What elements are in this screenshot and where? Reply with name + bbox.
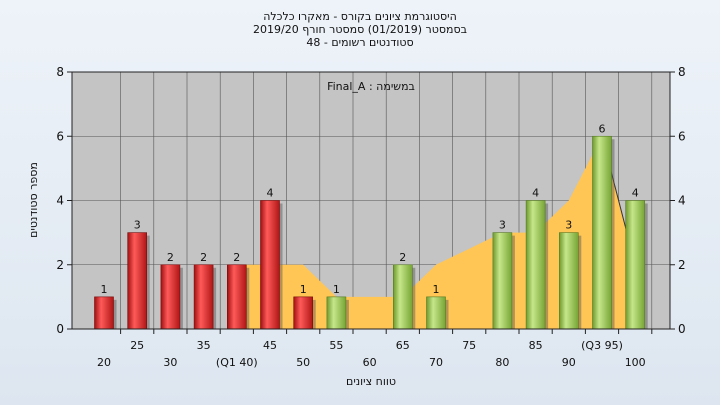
x-tick-label: 80 <box>495 356 509 369</box>
x-tick-label: 45 <box>263 339 277 352</box>
bar-value-label: 3 <box>565 219 572 232</box>
chart-subtitle: בסמסטר (01/2019) סמסטר חורף 2019/20 <box>253 23 467 36</box>
x-tick-label: 50 <box>296 356 310 369</box>
bar <box>293 296 314 330</box>
y-tick-label-right: 8 <box>678 65 686 79</box>
bar-value-label: 1 <box>101 283 108 296</box>
x-tick-label: 60 <box>363 356 377 369</box>
bar-value-label: 2 <box>200 251 207 264</box>
y-axis-label: מספר סטודנטים <box>27 162 40 238</box>
y-tick-label-right: 4 <box>678 194 686 208</box>
bar-value-label: 2 <box>167 251 174 264</box>
bar-value-label: 1 <box>333 283 340 296</box>
y-tick-label-right: 2 <box>678 258 686 272</box>
bar <box>227 264 247 330</box>
bars-group: 1 3 2 2 2 4 1 1 2 1 3 4 3 6 4 <box>94 122 648 330</box>
chart-subtitle-students: סטודנטים רשומים - 48 <box>306 36 414 49</box>
x-tick-label: 100 <box>625 356 646 369</box>
bar-value-label: 1 <box>300 283 307 296</box>
x-tick-label: 85 <box>529 339 543 352</box>
chart-title: היסטוגרמת ציונים בקורס - מאקרו כלכלה <box>263 10 457 23</box>
y-tick-label-right: 6 <box>678 129 686 143</box>
x-tick-label: 90 <box>562 356 576 369</box>
x-tick-label: 70 <box>429 356 443 369</box>
bar-value-label: 4 <box>532 187 539 200</box>
bar <box>625 200 646 330</box>
x-tick-label: (Q1 40) <box>216 356 258 369</box>
bar-value-label: 4 <box>632 187 639 200</box>
y-tick-label: 2 <box>56 258 64 272</box>
bar <box>193 264 214 330</box>
y-tick-label: 8 <box>56 65 64 79</box>
bar-value-label: 2 <box>399 251 406 264</box>
y-tick-label: 0 <box>56 322 64 336</box>
x-tick-label: 75 <box>462 339 476 352</box>
y-tick-label: 6 <box>56 129 64 143</box>
bar <box>260 200 280 330</box>
bar <box>426 296 446 330</box>
axes-group: 0 0 2 2 4 4 6 6 8 8 20 25 30 35 (Q1 40) 45 50 55 60 65 70 75 8… <box>56 65 685 369</box>
bar-value-label: 3 <box>499 219 506 232</box>
bar <box>592 135 612 330</box>
bar-value-label: 6 <box>599 122 606 135</box>
bar <box>558 232 579 330</box>
bar-value-label: 3 <box>134 219 141 232</box>
y-tick-label-right: 0 <box>678 322 686 336</box>
bar <box>492 232 513 330</box>
bar <box>127 232 147 330</box>
x-tick-label: 55 <box>329 339 343 352</box>
bar-value-label: 2 <box>233 251 240 264</box>
bar <box>392 264 413 330</box>
x-tick-label: 65 <box>396 339 410 352</box>
x-tick-label: 30 <box>163 356 177 369</box>
x-tick-label: 25 <box>130 339 144 352</box>
bar <box>525 200 546 330</box>
bar-value-label: 1 <box>433 283 440 296</box>
y-tick-label: 4 <box>56 194 64 208</box>
bar <box>94 296 114 330</box>
task-annotation: Final_A : במשימה <box>327 80 415 93</box>
x-axis-label: טווח ציונים <box>346 375 396 388</box>
x-tick-label: (Q3 95) <box>581 339 623 352</box>
x-tick-label: 35 <box>197 339 211 352</box>
bar <box>326 296 347 330</box>
chart-title-block: היסטוגרמת ציונים בקורס - מאקרו כלכלה בסמ… <box>0 10 720 49</box>
bar <box>160 264 181 330</box>
x-tick-label: 20 <box>97 356 111 369</box>
bar-value-label: 4 <box>267 187 274 200</box>
